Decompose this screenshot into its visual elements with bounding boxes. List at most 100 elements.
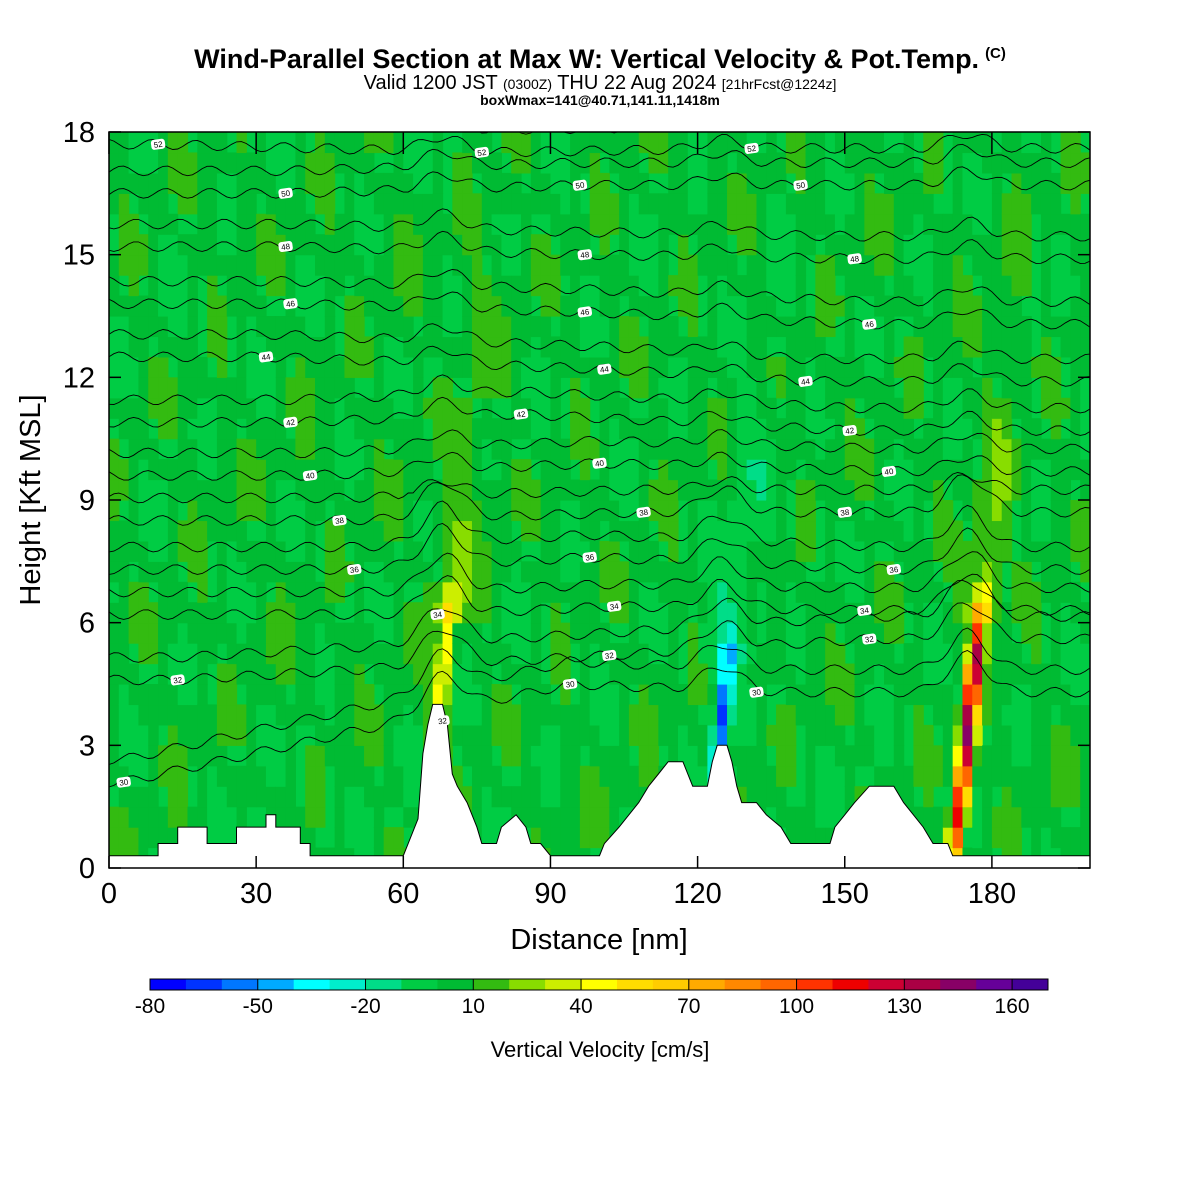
velocity-cell — [776, 479, 787, 501]
velocity-cell — [628, 132, 640, 154]
velocity-cell — [383, 295, 395, 317]
velocity-cell — [874, 622, 885, 644]
velocity-cell — [834, 745, 846, 767]
velocity-cell — [246, 602, 257, 624]
velocity-cell — [746, 581, 758, 603]
velocity-cell — [236, 765, 247, 787]
velocity-cell — [570, 275, 581, 297]
velocity-cell — [628, 234, 640, 256]
velocity-cell — [668, 377, 679, 399]
velocity-cell — [913, 602, 924, 624]
velocity-cell — [648, 663, 659, 685]
velocity-cell — [109, 336, 120, 358]
velocity-cell — [432, 581, 444, 603]
velocity-cell — [658, 581, 669, 603]
velocity-cell — [658, 336, 669, 358]
velocity-cell — [138, 622, 149, 644]
velocity-cell — [109, 724, 120, 746]
velocity-cell — [697, 745, 709, 767]
velocity-cell — [1021, 336, 1032, 358]
velocity-cell — [982, 602, 993, 624]
velocity-cell — [933, 336, 944, 358]
velocity-cell — [177, 786, 189, 808]
velocity-cell — [727, 336, 738, 358]
velocity-cell — [834, 724, 846, 746]
velocity-cell — [668, 500, 679, 522]
velocity-cell — [1080, 254, 1090, 276]
velocity-cell — [825, 724, 836, 746]
velocity-cell — [511, 643, 522, 665]
velocity-cell — [275, 602, 287, 624]
velocity-cell — [109, 377, 120, 399]
velocity-cell — [982, 459, 993, 481]
velocity-cell — [265, 377, 277, 399]
velocity-cell — [697, 438, 709, 460]
velocity-cell — [315, 459, 326, 481]
velocity-cell — [481, 602, 493, 624]
velocity-cell — [854, 356, 865, 378]
velocity-cell — [609, 684, 620, 706]
velocity-cell — [834, 806, 846, 828]
velocity-cell — [697, 581, 709, 603]
velocity-cell — [521, 213, 532, 235]
velocity-cell — [413, 459, 424, 481]
velocity-cell — [1050, 500, 1062, 522]
colorbar-tick-label: -20 — [350, 995, 380, 1018]
velocity-cell — [883, 479, 895, 501]
velocity-cell — [138, 745, 149, 767]
velocity-cell — [413, 602, 424, 624]
velocity-cell — [1031, 520, 1042, 542]
velocity-cell — [285, 377, 296, 399]
velocity-cell — [364, 336, 375, 358]
velocity-cell — [226, 254, 238, 276]
velocity-cell — [677, 254, 689, 276]
velocity-cell — [491, 172, 502, 194]
velocity-cell — [697, 397, 709, 419]
velocity-cell — [913, 254, 924, 276]
velocity-cell — [776, 806, 787, 828]
velocity-cell — [442, 397, 453, 419]
velocity-cell — [609, 806, 620, 828]
velocity-cell — [844, 745, 856, 767]
velocity-cell — [118, 827, 130, 849]
y-tick-label: 18 — [63, 117, 95, 149]
velocity-cell — [677, 459, 689, 481]
velocity-cell — [305, 500, 316, 522]
velocity-cell — [305, 172, 316, 194]
velocity-cell — [1070, 765, 1081, 787]
contour-label-box — [302, 469, 318, 482]
velocity-cell — [452, 356, 463, 378]
velocity-cell — [1040, 275, 1052, 297]
velocity-cell — [393, 581, 404, 603]
velocity-cell — [746, 254, 758, 276]
velocity-cell — [746, 479, 758, 501]
velocity-cell — [942, 724, 954, 746]
velocity-cell — [177, 684, 189, 706]
velocity-cell — [148, 643, 159, 665]
velocity-cell — [148, 397, 159, 419]
velocity-cell — [324, 336, 336, 358]
velocity-cell — [540, 172, 552, 194]
velocity-cell — [619, 561, 630, 583]
velocity-cell — [991, 254, 1003, 276]
velocity-cell — [305, 786, 316, 808]
velocity-cell — [530, 745, 542, 767]
velocity-cell — [677, 418, 689, 440]
velocity-cell — [893, 275, 905, 297]
velocity-cell — [128, 540, 140, 562]
velocity-cell — [491, 520, 502, 542]
velocity-cell — [383, 724, 395, 746]
theta-contour-line — [109, 602, 1090, 686]
velocity-cell — [893, 602, 905, 624]
velocity-cell — [913, 684, 924, 706]
valid-date: THU 22 Aug 2024 — [557, 72, 717, 94]
velocity-cell — [295, 132, 306, 154]
velocity-cell — [785, 724, 797, 746]
velocity-cell — [452, 316, 463, 338]
velocity-cell — [560, 684, 571, 706]
velocity-cell — [746, 295, 758, 317]
velocity-cell — [923, 295, 934, 317]
velocity-cell — [638, 438, 650, 460]
contour-label-text: 36 — [585, 553, 596, 563]
velocity-cell — [834, 356, 846, 378]
